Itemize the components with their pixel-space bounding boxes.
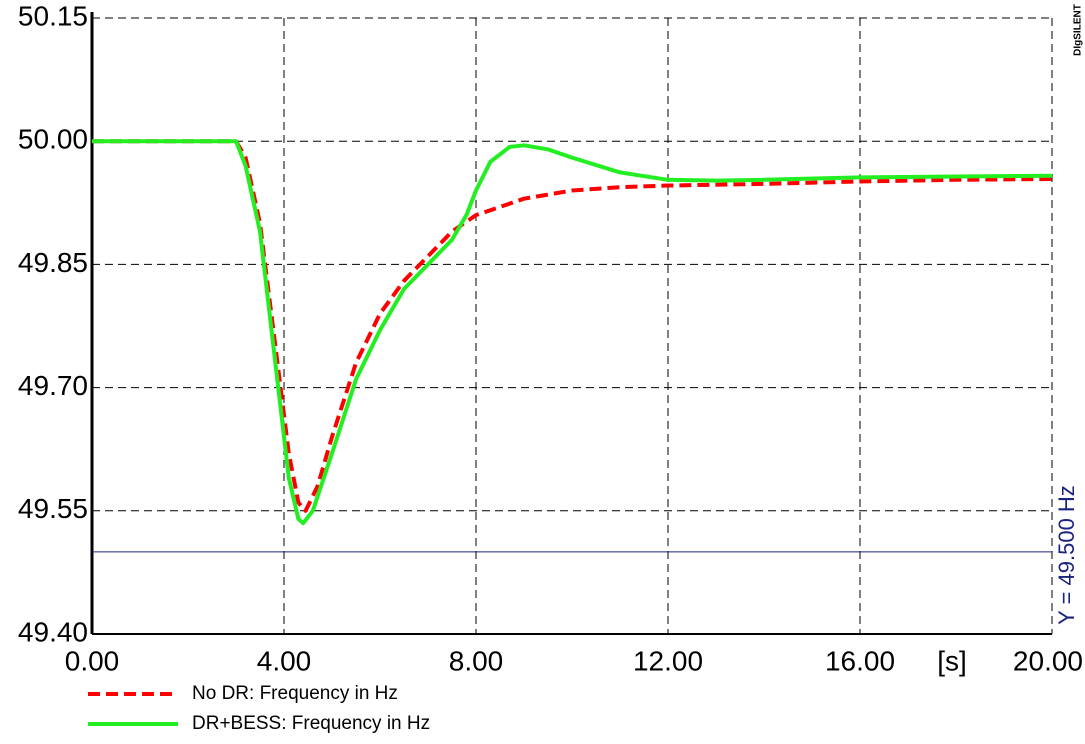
legend-label: No DR: Frequency in Hz [192,683,398,704]
y-tick-label: 49.70 [18,370,88,401]
x-tick-label: 16.00 [825,645,895,676]
x-tick-label: 4.00 [257,645,312,676]
series-line [92,139,1053,513]
x-unit-label: [s] [937,645,967,676]
legend-label: DR+BESS: Frequency in Hz [192,713,430,734]
reference-label: Y = 49.500 Hz [1054,485,1079,625]
y-tick-label: 49.40 [18,616,88,647]
x-tick-label: 12.00 [633,645,703,676]
y-tick-label: 50.15 [18,0,88,31]
x-tick-label: 0.00 [65,645,120,676]
series-line [92,139,1053,526]
y-tick-label: 49.55 [18,493,88,524]
y-tick-label: 50.00 [18,124,88,155]
x-tick-label: 8.00 [449,645,504,676]
x-tick-label: 20.00 [1013,645,1083,676]
y-tick-label: 49.85 [18,247,88,278]
logo: DIgSILENT [1073,4,1084,56]
